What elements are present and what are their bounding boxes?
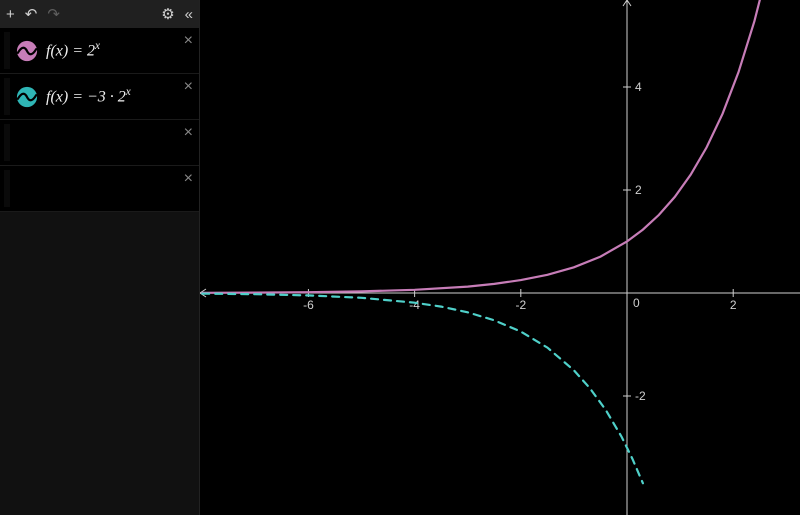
toolbar: + ↶ ↷ ⚙ « bbox=[0, 0, 199, 28]
close-icon[interactable]: × bbox=[184, 32, 193, 50]
close-icon[interactable]: × bbox=[184, 170, 193, 188]
expression-text[interactable]: f(x) = −3 · 2x bbox=[46, 86, 131, 106]
svg-text:-6: -6 bbox=[303, 298, 314, 312]
series-color-swatch[interactable] bbox=[16, 86, 38, 108]
expression-row[interactable]: f(x) = 2x × bbox=[0, 28, 199, 74]
expression-text[interactable]: f(x) = 2x bbox=[46, 40, 100, 60]
series-color-swatch[interactable] bbox=[16, 40, 38, 62]
svg-text:0: 0 bbox=[633, 296, 640, 310]
svg-text:4: 4 bbox=[635, 80, 642, 94]
close-icon[interactable]: × bbox=[184, 78, 193, 96]
expression-row[interactable]: × bbox=[0, 166, 199, 212]
expression-row[interactable]: × bbox=[0, 120, 199, 166]
svg-text:-4: -4 bbox=[409, 298, 420, 312]
svg-text:2: 2 bbox=[635, 183, 642, 197]
graph-svg: -6-4-22-22460 bbox=[200, 0, 800, 515]
gear-icon[interactable]: ⚙ bbox=[161, 7, 174, 22]
svg-text:-2: -2 bbox=[515, 298, 526, 312]
add-icon[interactable]: + bbox=[6, 7, 15, 22]
collapse-icon[interactable]: « bbox=[185, 7, 193, 22]
graph-area[interactable]: -6-4-22-22460 bbox=[200, 0, 800, 515]
undo-icon[interactable]: ↶ bbox=[25, 7, 38, 22]
svg-text:-2: -2 bbox=[635, 389, 646, 403]
redo-icon[interactable]: ↷ bbox=[47, 7, 60, 22]
expression-list: f(x) = 2x × f(x) = −3 · 2x × × × bbox=[0, 28, 199, 212]
svg-text:2: 2 bbox=[730, 298, 737, 312]
series--3*2^x bbox=[202, 294, 643, 484]
expression-row[interactable]: f(x) = −3 · 2x × bbox=[0, 74, 199, 120]
close-icon[interactable]: × bbox=[184, 124, 193, 142]
sidebar: + ↶ ↷ ⚙ « f(x) = 2x × f(x) = −3 · 2x × × × bbox=[0, 0, 200, 515]
series-2^x bbox=[202, 0, 770, 293]
app-root: + ↶ ↷ ⚙ « f(x) = 2x × f(x) = −3 · 2x × × × -6… bbox=[0, 0, 800, 515]
